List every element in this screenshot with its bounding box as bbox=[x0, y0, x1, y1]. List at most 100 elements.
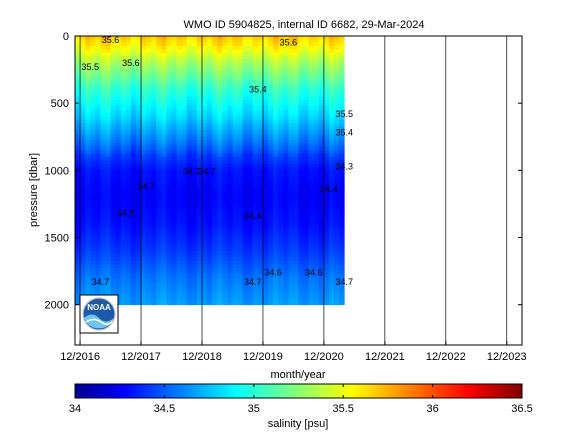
heatmap-cell bbox=[222, 240, 228, 245]
heatmap-cell bbox=[201, 56, 208, 60]
heatmap-cell bbox=[181, 207, 188, 212]
heatmap-cell bbox=[120, 287, 127, 292]
heatmap-cell bbox=[268, 46, 274, 50]
heatmap-cell bbox=[252, 133, 259, 138]
heatmap-cell bbox=[313, 254, 320, 259]
heatmap-cell bbox=[90, 291, 96, 296]
heatmap-cell bbox=[217, 230, 223, 235]
heatmap-cell bbox=[105, 250, 111, 255]
heatmap-cell bbox=[313, 173, 320, 178]
heatmap-cell bbox=[171, 66, 177, 70]
heatmap-cell bbox=[95, 103, 101, 107]
heatmap-cell bbox=[166, 193, 172, 198]
heatmap-cell bbox=[232, 56, 238, 60]
heatmap-cell bbox=[171, 103, 177, 107]
heatmap-cell bbox=[125, 72, 132, 77]
heatmap-cell bbox=[328, 203, 335, 208]
heatmap-cell bbox=[176, 109, 183, 114]
heatmap-cell bbox=[110, 69, 117, 74]
heatmap-cell bbox=[207, 284, 213, 289]
heatmap-cell bbox=[186, 214, 193, 218]
heatmap-cell bbox=[328, 291, 335, 296]
heatmap-cell bbox=[222, 79, 228, 84]
heatmap-cell bbox=[212, 113, 218, 118]
heatmap-cell bbox=[273, 72, 279, 77]
heatmap-cell bbox=[90, 234, 96, 238]
heatmap-cell bbox=[120, 261, 127, 265]
heatmap-cell bbox=[268, 39, 274, 44]
heatmap-cell bbox=[303, 99, 310, 104]
heatmap-cell bbox=[298, 264, 304, 269]
heatmap-cell bbox=[257, 257, 264, 262]
heatmap-cell bbox=[115, 39, 122, 44]
heatmap-cell bbox=[176, 301, 183, 306]
heatmap-cell bbox=[161, 277, 167, 282]
heatmap-cell bbox=[166, 146, 172, 151]
heatmap-cell bbox=[171, 160, 177, 165]
heatmap-cell bbox=[156, 66, 162, 70]
heatmap-cell bbox=[262, 207, 269, 212]
heatmap-cell bbox=[293, 281, 299, 285]
heatmap-cell bbox=[196, 284, 203, 289]
heatmap-cell bbox=[222, 180, 228, 185]
heatmap-cell bbox=[323, 177, 330, 181]
heatmap-cell bbox=[151, 140, 157, 144]
heatmap-cell bbox=[186, 220, 193, 225]
heatmap-cell bbox=[120, 42, 127, 47]
heatmap-cell bbox=[278, 49, 284, 54]
heatmap-cell bbox=[273, 163, 279, 168]
heatmap-cell bbox=[207, 59, 213, 64]
heatmap-cell bbox=[95, 267, 101, 272]
heatmap-cell bbox=[110, 106, 117, 111]
heatmap-cell bbox=[120, 156, 127, 161]
heatmap-cell bbox=[125, 126, 132, 131]
heatmap-cell bbox=[242, 217, 249, 222]
heatmap-cell bbox=[323, 103, 330, 107]
heatmap-cell bbox=[186, 287, 193, 292]
heatmap-cell bbox=[283, 247, 289, 252]
heatmap-cell bbox=[212, 173, 218, 178]
heatmap-cell bbox=[135, 106, 142, 111]
heatmap-cell bbox=[318, 217, 325, 222]
heatmap-cell bbox=[212, 66, 218, 70]
heatmap-cell bbox=[212, 261, 218, 265]
heatmap-cell bbox=[141, 237, 147, 242]
heatmap-cell bbox=[308, 203, 315, 208]
heatmap-cell bbox=[120, 180, 127, 185]
heatmap-cell bbox=[273, 140, 279, 144]
heatmap-cell bbox=[283, 52, 289, 57]
heatmap-cell bbox=[130, 180, 137, 185]
heatmap-cell bbox=[90, 210, 96, 215]
heatmap-cell bbox=[318, 261, 325, 265]
heatmap-cell bbox=[151, 96, 157, 101]
heatmap-cell bbox=[247, 297, 254, 302]
heatmap-cell bbox=[176, 123, 183, 128]
heatmap-cell bbox=[217, 93, 223, 97]
heatmap-cell bbox=[176, 247, 183, 252]
heatmap-cell bbox=[151, 254, 157, 259]
heatmap-cell bbox=[222, 197, 228, 201]
heatmap-cell bbox=[212, 257, 218, 262]
heatmap-cell bbox=[171, 99, 177, 104]
heatmap-cell bbox=[207, 217, 213, 222]
heatmap-cell bbox=[191, 126, 198, 131]
heatmap-cell bbox=[171, 190, 177, 195]
heatmap-cell bbox=[115, 291, 122, 296]
heatmap-cell bbox=[207, 173, 213, 178]
heatmap-cell bbox=[227, 274, 233, 279]
heatmap-cell bbox=[313, 99, 320, 104]
heatmap-cell bbox=[298, 240, 304, 245]
heatmap-cell bbox=[334, 83, 340, 87]
heatmap-cell bbox=[328, 46, 335, 50]
heatmap-cell bbox=[232, 240, 238, 245]
heatmap-cell bbox=[125, 240, 132, 245]
heatmap-cell bbox=[95, 183, 101, 188]
heatmap-cell bbox=[257, 214, 264, 218]
heatmap-cell bbox=[85, 271, 91, 275]
heatmap-cell bbox=[278, 69, 284, 74]
heatmap-cell bbox=[130, 200, 137, 205]
heatmap-cell bbox=[283, 264, 289, 269]
heatmap-cell bbox=[262, 133, 269, 138]
heatmap-cell bbox=[151, 163, 157, 168]
heatmap-cell bbox=[212, 46, 218, 50]
